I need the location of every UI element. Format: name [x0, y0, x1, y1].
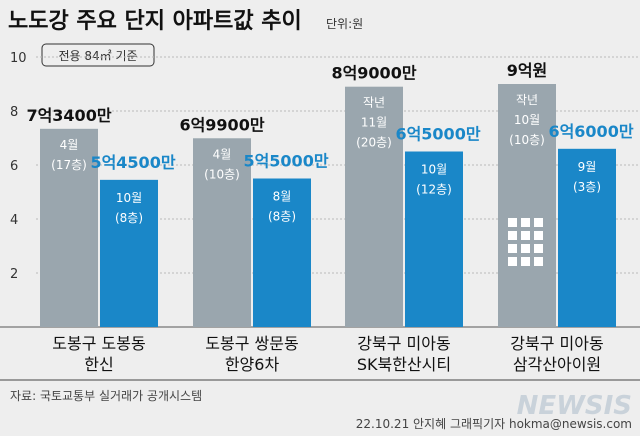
window-icon [521, 231, 530, 240]
bar-recent [253, 178, 311, 327]
bar-recent [100, 179, 158, 327]
category-label: 강북구 미아동 [357, 334, 450, 353]
bar-note-recent: 10월 [421, 163, 447, 177]
bar-note-recent: (8층) [268, 210, 296, 224]
bar-note-past: (10층) [204, 167, 240, 181]
condition-box [41, 43, 155, 67]
bar-note-recent: 8월 [273, 190, 292, 204]
value-label-past: 9억원 [507, 61, 548, 80]
bar-past [498, 84, 556, 327]
category-label: 한신 [84, 355, 113, 374]
window-icon [521, 257, 530, 266]
bar-note-past: (10층) [509, 133, 545, 147]
unit-label: 단위:원 [326, 17, 363, 31]
bar-past [193, 138, 251, 327]
bar-note-past: 11월 [361, 116, 387, 130]
window-icon [508, 257, 517, 266]
window-icon [534, 257, 543, 266]
bars: 7억3400만 4월 (17층) 5억4500만 10월 (8층) 6억9900만 4월 (10… [26, 61, 634, 327]
window-icon [508, 218, 517, 227]
category-label: 삼각산아이원 [513, 355, 601, 374]
y-tick-label: 2 [10, 267, 18, 282]
bar-note-past: 작년 [516, 93, 538, 107]
bar-recent [558, 148, 616, 327]
value-label-recent: 6억5000만 [395, 125, 480, 144]
value-label-recent: 5억5000만 [243, 152, 328, 171]
y-tick-label: 4 [10, 213, 18, 228]
window-icon [508, 244, 517, 253]
window-icon [521, 244, 530, 253]
category-label: 도봉구 쌍문동 [205, 334, 298, 353]
source-note: 자료: 국토교통부 실거래가 공개시스템 [10, 389, 202, 403]
brand-watermark: NEWSIS [517, 391, 632, 421]
value-label-past: 8억9000만 [331, 64, 416, 83]
y-tick-label: 6 [10, 159, 18, 174]
category-label: SK북한산시티 [357, 355, 451, 374]
bar-note-recent: 9월 [578, 160, 597, 174]
bar-past [40, 128, 98, 327]
value-label-past: 7억3400만 [26, 106, 111, 125]
value-label-recent: 6억6000만 [548, 122, 633, 141]
window-icon [521, 218, 530, 227]
bar-note-recent: (3층) [573, 180, 601, 194]
category-label: 도봉구 도봉동 [52, 334, 145, 353]
y-tick-label: 8 [10, 105, 18, 120]
category-label: 한양6차 [225, 355, 280, 374]
bar-note-recent: (8층) [115, 211, 143, 225]
bar-note-past: (17층) [51, 158, 87, 172]
window-icon [534, 244, 543, 253]
bar-past [345, 86, 403, 327]
window-icon [534, 218, 543, 227]
bar-note-recent: (12층) [416, 183, 452, 197]
bar-note-past: 10월 [514, 113, 540, 127]
bar-note-past: (20층) [356, 136, 392, 150]
bar-note-past: 작년 [363, 96, 385, 110]
bar-note-past: 4월 [60, 138, 79, 152]
condition-note: 전용 84㎡ 기준 [58, 49, 137, 63]
window-icon [508, 231, 517, 240]
window-icon [534, 231, 543, 240]
y-axis: 2 4 6 8 10 [10, 51, 27, 282]
value-label-past: 6억9900만 [179, 115, 264, 134]
bar-recent [405, 151, 463, 327]
bar-note-past: 4월 [213, 147, 232, 161]
y-tick-label: 10 [10, 51, 27, 66]
bar-note-recent: 10월 [116, 191, 142, 205]
value-label-recent: 5억4500만 [90, 153, 175, 172]
chart-title: 노도강 주요 단지 아파트값 추이 [8, 9, 302, 34]
credit-line: 22.10.21 안지혜 그래픽기자 hokma@newsis.com [356, 417, 632, 431]
category-label: 강북구 미아동 [510, 334, 603, 353]
